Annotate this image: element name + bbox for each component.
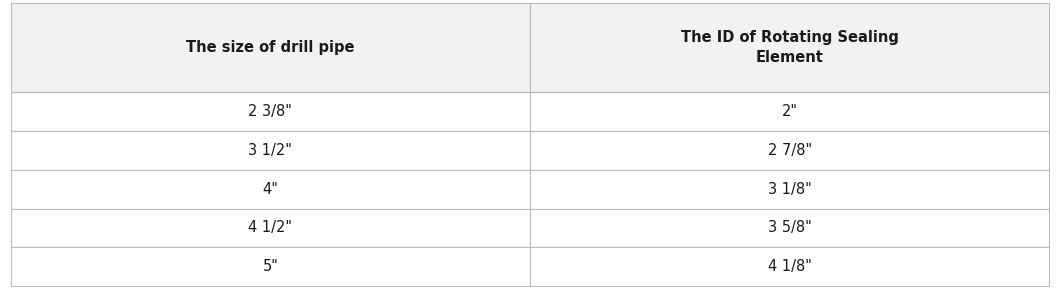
Text: 4 1/2": 4 1/2" <box>248 221 293 236</box>
Text: 4": 4" <box>263 181 278 197</box>
Text: 2": 2" <box>781 104 798 119</box>
Text: 4 1/8": 4 1/8" <box>767 259 812 274</box>
Bar <box>11 247 530 286</box>
Bar <box>530 170 1049 208</box>
Bar <box>530 131 1049 170</box>
Text: 3 1/8": 3 1/8" <box>767 181 812 197</box>
Text: The size of drill pipe: The size of drill pipe <box>187 40 354 55</box>
Bar <box>11 92 530 131</box>
Bar <box>11 208 530 247</box>
Text: The ID of Rotating Sealing
Element: The ID of Rotating Sealing Element <box>681 30 899 65</box>
Bar <box>11 170 530 208</box>
Bar <box>530 92 1049 131</box>
Bar <box>11 131 530 170</box>
Text: 2 3/8": 2 3/8" <box>248 104 293 119</box>
Text: 5": 5" <box>263 259 278 274</box>
Bar <box>11 3 530 92</box>
Text: 3 5/8": 3 5/8" <box>767 221 812 236</box>
Bar <box>530 247 1049 286</box>
Bar <box>530 3 1049 92</box>
Text: 3 1/2": 3 1/2" <box>248 143 293 158</box>
Text: 2 7/8": 2 7/8" <box>767 143 812 158</box>
Bar <box>530 208 1049 247</box>
